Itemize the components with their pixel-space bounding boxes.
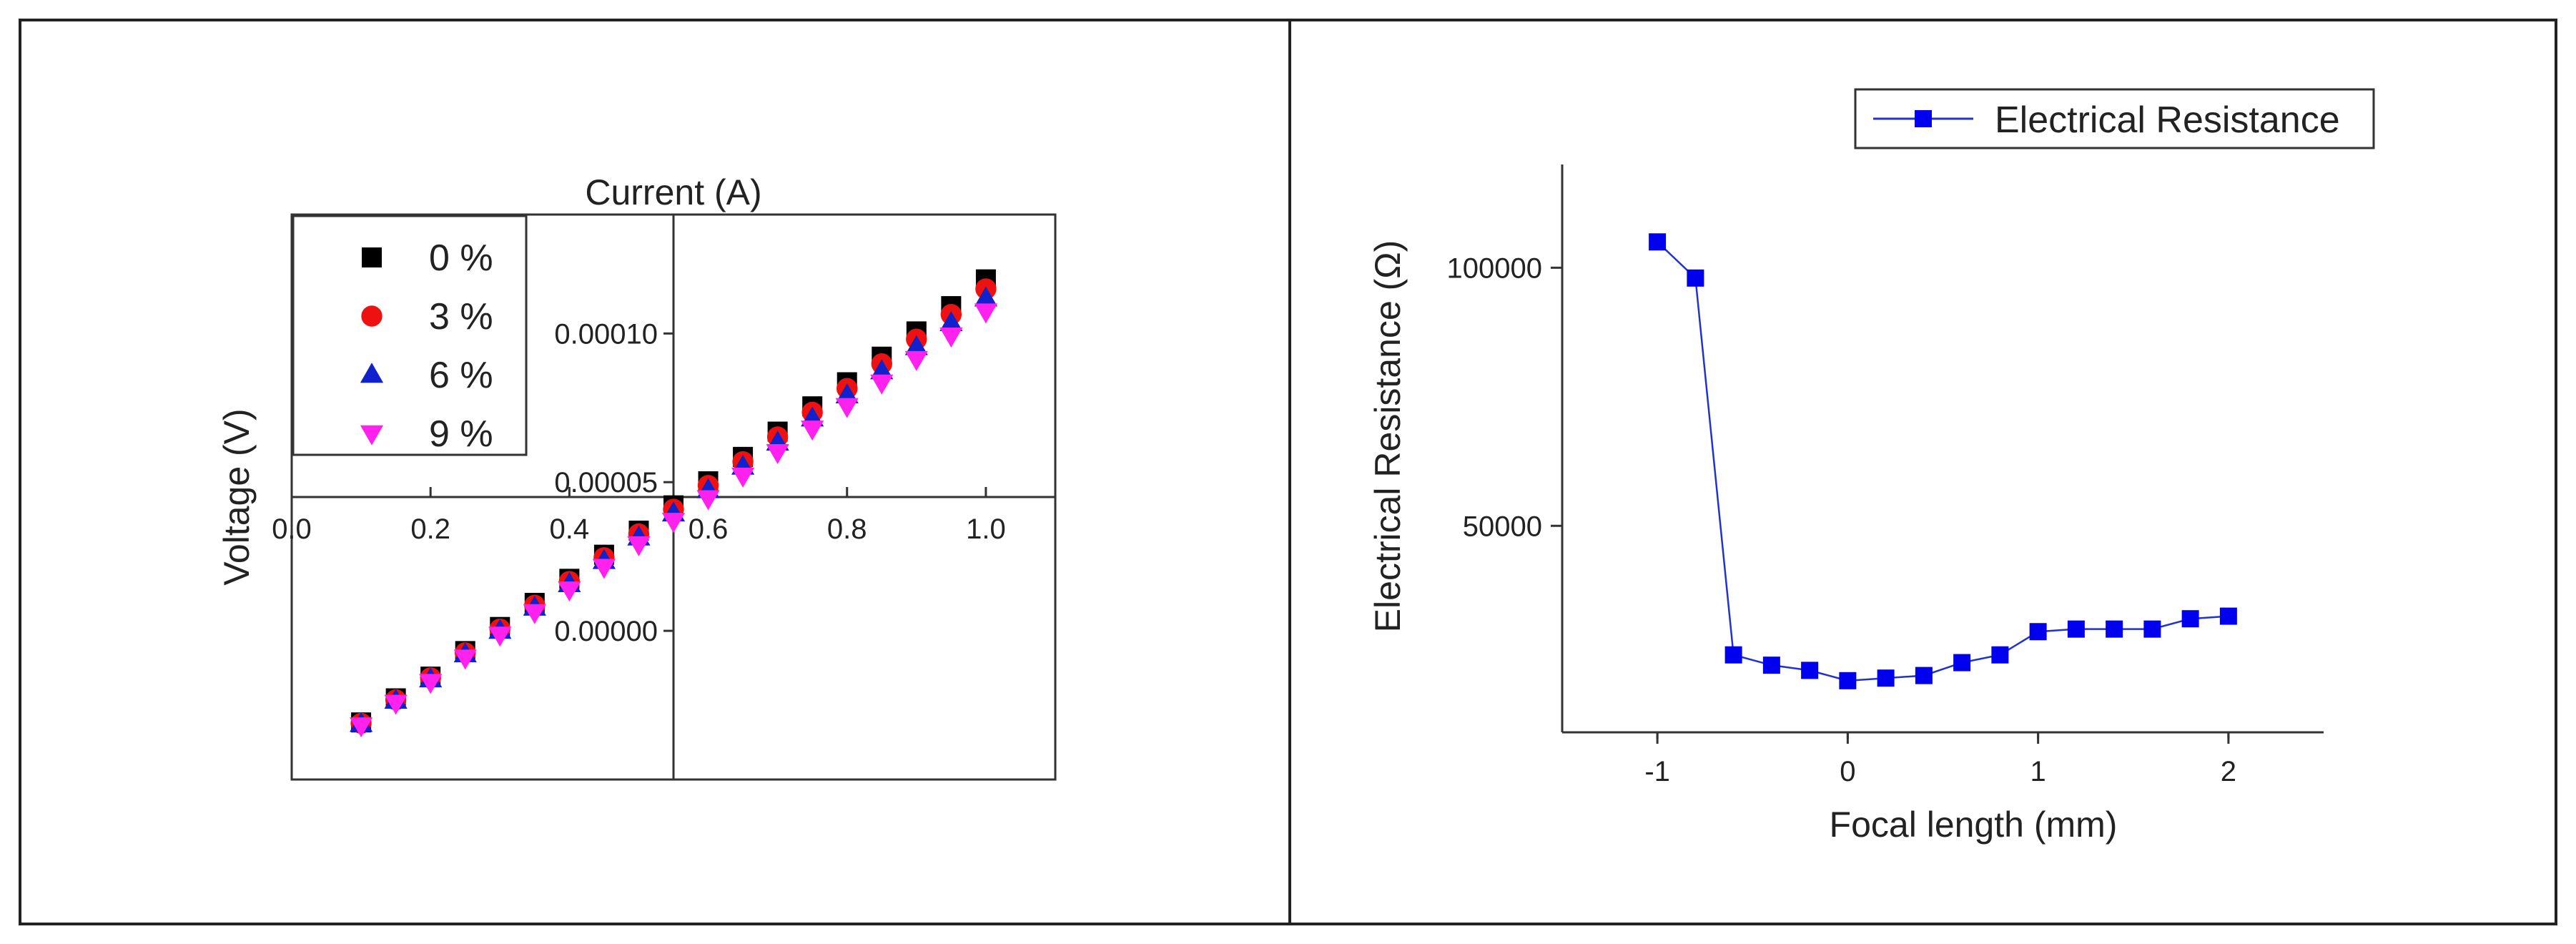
iv-y-tick-label: 0.00000 (554, 616, 658, 647)
res-point (1762, 657, 1780, 674)
iv-legend: 0 % 3 % 6 % 9 % (292, 215, 528, 456)
iv-point-6pct (904, 335, 928, 355)
iv-point-9pct (558, 581, 581, 602)
res-point (1724, 646, 1742, 664)
res-point (1839, 672, 1857, 689)
iv-x-tick-label: 1.0 (966, 513, 1006, 545)
res-point (1687, 269, 1704, 287)
iv-point-9pct (835, 398, 859, 418)
res-point (1877, 669, 1895, 687)
res-point (2106, 620, 2123, 638)
resistance-series-line (1657, 241, 2229, 682)
iv-x-tick-label: 0.2 (410, 513, 450, 545)
iv-legend-marker (361, 305, 383, 327)
res-point (2181, 610, 2199, 628)
iv-point-9pct (904, 350, 928, 371)
iv-legend-label: 3 % (429, 296, 493, 338)
iv-legend-label: 0 % (429, 237, 493, 279)
iv-point-9pct (731, 467, 755, 488)
iv-y-tick-label: 0.00005 (554, 467, 658, 498)
res-point (1801, 662, 1819, 679)
iv-point-9pct (974, 303, 998, 324)
res-point (2067, 620, 2085, 638)
iv-point-9pct (661, 513, 686, 534)
iv-legend-label: 6 % (429, 355, 493, 396)
iv-point-9pct (453, 649, 477, 670)
iv-chart: 0.0 0.2 0.4 0.6 0.8 1.00.000000.000050.00010 … (217, 172, 1057, 781)
iv-point-9pct (349, 717, 373, 738)
iv-point-9pct (870, 374, 894, 395)
res-x-tick-label: 0 (1840, 756, 1855, 787)
iv-point-9pct (766, 444, 789, 465)
figure-frame (19, 19, 2557, 925)
iv-x-tick-label: 0.6 (689, 513, 729, 545)
iv-point-9pct (627, 536, 651, 556)
res-x-tick-label: 2 (2221, 756, 2236, 787)
iv-y-axis-label: Voltage (V) (217, 408, 257, 585)
iv-point-9pct (592, 559, 616, 579)
res-y-tick-label: 50000 (1463, 511, 1542, 542)
iv-y-tick-label: 0.00010 (554, 318, 658, 350)
iv-legend-label: 9 % (429, 413, 493, 455)
resistance-chart: -1 0 1 2 50000 100000 Focal length (mm) Elect… (1368, 88, 2375, 845)
iv-legend-marker (362, 247, 382, 267)
iv-legend-marker (360, 425, 384, 446)
res-y-axis-label: Electrical Resistance (Ω) (1368, 240, 1408, 633)
iv-x-tick-label: 0.8 (827, 513, 867, 545)
res-legend: Electrical Resistance (1854, 88, 2375, 149)
res-point (2029, 623, 2047, 641)
iv-point-6pct (870, 359, 894, 380)
iv-point-9pct (939, 328, 963, 348)
iv-x-tick-label: 0.4 (550, 513, 590, 545)
res-point (2143, 620, 2161, 638)
res-point (2219, 607, 2237, 625)
res-point (1649, 233, 1667, 251)
iv-legend-marker (360, 363, 384, 383)
iv-x-tick-label: 0.0 (272, 513, 312, 545)
res-legend-label: Electrical Resistance (1995, 99, 2340, 141)
iv-point-6pct (974, 286, 998, 307)
iv-point-9pct (419, 674, 443, 694)
iv-x-axis-label: Current (A) (585, 172, 761, 212)
iv-point-9pct (488, 626, 512, 647)
res-point (1915, 667, 1933, 684)
iv-point-9pct (384, 694, 408, 715)
res-legend-marker (1915, 110, 1932, 127)
res-x-tick-label: 1 (2030, 756, 2046, 787)
iv-point-9pct (696, 490, 720, 511)
res-point (1991, 646, 2009, 664)
iv-point-9pct (523, 604, 546, 624)
res-y-tick-label: 100000 (1447, 252, 1542, 284)
iv-point-6pct (939, 310, 963, 331)
res-point (1953, 654, 1971, 672)
iv-point-9pct (801, 421, 824, 441)
res-x-axis-label: Focal length (mm) (1830, 805, 2118, 845)
res-x-tick-label: -1 (1644, 756, 1670, 787)
iv-legend-box (292, 215, 528, 456)
